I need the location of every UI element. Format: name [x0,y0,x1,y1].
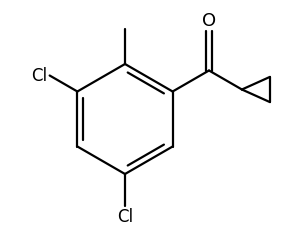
Text: O: O [202,11,216,29]
Text: Cl: Cl [32,66,48,85]
Text: Cl: Cl [117,208,133,226]
